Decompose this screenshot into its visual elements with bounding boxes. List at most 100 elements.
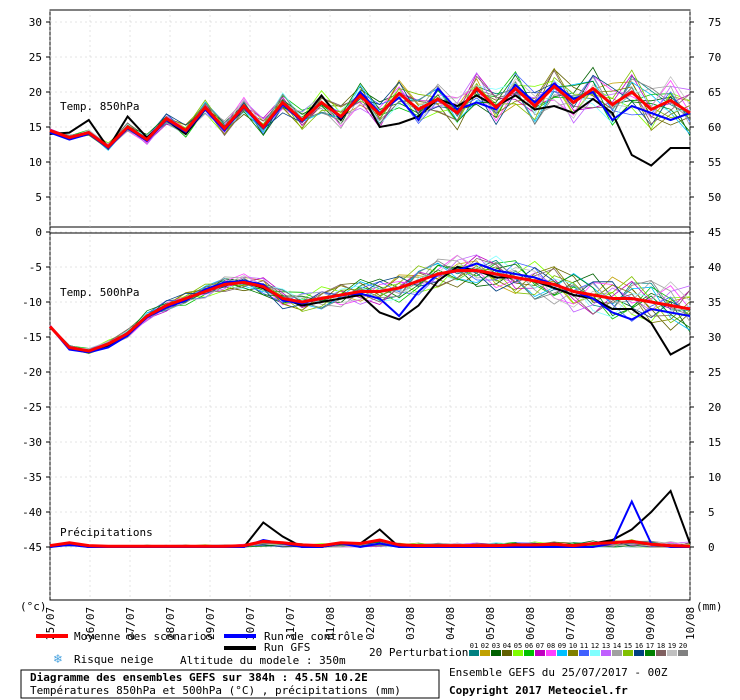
date-axis: 25/07 26/07 27/07 28/07 29/07 30/07 31/07 01/08… bbox=[44, 607, 697, 640]
legend-altitude-label: Altitude du modele : 350m bbox=[180, 654, 346, 667]
panel-label-850: Temp. 850hPa bbox=[60, 100, 139, 113]
date-tick-label: 01/08 bbox=[324, 607, 337, 640]
perturbation-number: 11 bbox=[580, 642, 588, 650]
perturbation-number: 07 bbox=[536, 642, 544, 650]
perturbation-swatch bbox=[623, 650, 633, 656]
right-tick-label: 40 bbox=[708, 261, 721, 274]
perturbation-line bbox=[49, 264, 691, 351]
perturbation-line bbox=[49, 72, 691, 145]
right-tick-label: 35 bbox=[708, 296, 721, 309]
date-tick-label: 05/08 bbox=[484, 607, 497, 640]
perturbation-number: 12 bbox=[591, 642, 599, 650]
perturbation-number: 08 bbox=[547, 642, 555, 650]
perturbation-line bbox=[49, 254, 691, 353]
left-tick-label: 20 bbox=[29, 86, 42, 99]
panel-label-precip: Précipitations bbox=[60, 526, 153, 539]
legend-mean-label: Moyenne des scénarios bbox=[74, 630, 213, 643]
perturbation-swatch bbox=[480, 650, 490, 656]
perturbation-number: 13 bbox=[602, 642, 610, 650]
perturbation-swatch bbox=[568, 650, 578, 656]
right-unit-label: (mm) bbox=[696, 600, 723, 613]
perturbation-number: 02 bbox=[481, 642, 489, 650]
left-tick-label: 10 bbox=[29, 156, 42, 169]
copyright: Copyright 2017 Meteociel.fr bbox=[449, 684, 628, 697]
right-tick-label: 25 bbox=[708, 366, 721, 379]
perturbation-number: 10 bbox=[569, 642, 577, 650]
perturbation-swatch bbox=[546, 650, 556, 656]
date-tick-label: 07/08 bbox=[564, 607, 577, 640]
date-tick-label: 29/07 bbox=[204, 607, 217, 640]
perturbation-swatch bbox=[634, 650, 644, 656]
date-tick-label: 04/08 bbox=[444, 607, 457, 640]
right-tick-label: 45 bbox=[708, 226, 721, 239]
left-tick-label: -35 bbox=[22, 471, 42, 484]
right-tick-label: 60 bbox=[708, 121, 721, 134]
title-box bbox=[20, 669, 440, 699]
date-tick-label: 25/07 bbox=[44, 607, 57, 640]
perturbation-swatch bbox=[612, 650, 622, 656]
run-info: Ensemble GEFS du 25/07/2017 - 00Z bbox=[449, 666, 668, 679]
main-series-lines bbox=[48, 82, 691, 549]
right-tick-label: 0 bbox=[708, 541, 715, 554]
perturbation-swatch bbox=[579, 650, 589, 656]
legend-control-label: Run de contrôle bbox=[264, 630, 363, 643]
perturbation-number: 03 bbox=[492, 642, 500, 650]
perturbation-swatch bbox=[667, 650, 677, 656]
right-tick-label: 30 bbox=[708, 331, 721, 344]
left-tick-label: -20 bbox=[22, 366, 42, 379]
perturbation-swatch bbox=[557, 650, 567, 656]
perturbation-line bbox=[49, 265, 691, 353]
perturbation-line bbox=[49, 74, 691, 149]
date-tick-label: 10/08 bbox=[684, 607, 697, 640]
date-tick-label: 03/08 bbox=[404, 607, 417, 640]
left-tick-label: -45 bbox=[22, 541, 42, 554]
mean-line bbox=[48, 269, 691, 353]
left-tick-label: 0 bbox=[35, 226, 42, 239]
left-tick-label: 5 bbox=[35, 191, 42, 204]
date-tick-label: 27/07 bbox=[124, 607, 137, 640]
perturbation-number: 09 bbox=[558, 642, 566, 650]
perturbation-number: 06 bbox=[525, 642, 533, 650]
snowflake-icon: ❄ bbox=[53, 652, 63, 666]
legend-perturbations-label: 20 Perturbations bbox=[369, 646, 475, 659]
left-tick-label: -5 bbox=[29, 261, 42, 274]
perturbation-number: 04 bbox=[503, 642, 511, 650]
right-tick-label: 65 bbox=[708, 86, 721, 99]
left-tick-label: -25 bbox=[22, 401, 42, 414]
chart-subtitle: Températures 850hPa et 500hPa (°C) , pré… bbox=[30, 684, 401, 697]
right-tick-label: 20 bbox=[708, 401, 721, 414]
perturbation-swatch bbox=[469, 650, 479, 656]
perturbation-number: 17 bbox=[646, 642, 654, 650]
right-tick-label: 50 bbox=[708, 191, 721, 204]
right-tick-label: 10 bbox=[708, 471, 721, 484]
left-tick-label: -15 bbox=[22, 331, 42, 344]
date-tick-label: 28/07 bbox=[164, 607, 177, 640]
date-tick-label: 08/08 bbox=[604, 607, 617, 640]
left-axis: 30 25 20 15 10 5 0 -5 -10 -15 -20 -25 -30 -35 -40 -45 bbox=[22, 16, 50, 554]
panel-label-500: Temp. 500hPa bbox=[60, 286, 139, 299]
control-line bbox=[49, 262, 691, 354]
right-tick-label: 75 bbox=[708, 16, 721, 29]
perturbation-number: 14 bbox=[613, 642, 621, 650]
legend-gfs-label: Run GFS bbox=[264, 641, 310, 654]
perturbation-swatch bbox=[491, 650, 501, 656]
left-tick-label: 25 bbox=[29, 51, 42, 64]
left-tick-label: 15 bbox=[29, 121, 42, 134]
perturbation-swatch bbox=[656, 650, 666, 656]
perturbation-number: 15 bbox=[624, 642, 632, 650]
right-tick-label: 15 bbox=[708, 436, 721, 449]
right-tick-label: 5 bbox=[708, 506, 715, 519]
mean-line bbox=[49, 538, 691, 548]
perturbation-number: 18 bbox=[657, 642, 665, 650]
perturbation-swatch bbox=[535, 650, 545, 656]
date-tick-label: 09/08 bbox=[644, 607, 657, 640]
left-unit-label: (°c) bbox=[20, 600, 47, 613]
perturbation-line bbox=[49, 254, 691, 352]
perturbation-number: 19 bbox=[668, 642, 676, 650]
date-tick-label: 02/08 bbox=[364, 607, 377, 640]
right-tick-label: 55 bbox=[708, 156, 721, 169]
perturbation-swatch bbox=[513, 650, 523, 656]
date-tick-label: 26/07 bbox=[84, 607, 97, 640]
